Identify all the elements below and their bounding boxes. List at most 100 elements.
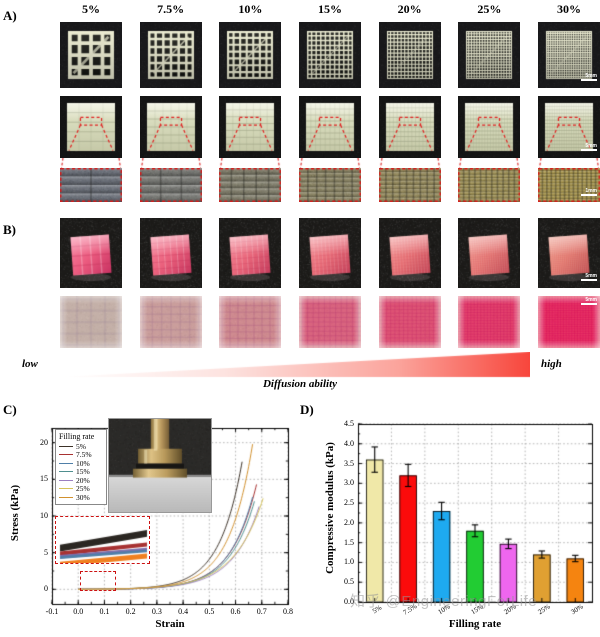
legend-item-7_5%: 7.5% — [59, 450, 103, 460]
strand-magnified-30% — [538, 168, 600, 202]
legend-label-25%: 25% — [76, 484, 90, 494]
panel-d-ytick-0: 0.0 — [344, 597, 354, 606]
scaffold-side-view-10% — [219, 96, 282, 158]
scalebar-label: 1mm — [585, 188, 597, 194]
scaffold-side-view-7_5% — [139, 96, 202, 158]
panel-d-ytick-5: 2.5 — [344, 498, 354, 508]
scaffold-side-view-25% — [458, 96, 521, 158]
panel-c-xtick-1: 0.0 — [73, 607, 84, 616]
scaffold-side-view-15% — [299, 96, 361, 158]
panel-c-xtick-0: -0.1 — [45, 607, 59, 616]
hydrogel-cube-10% — [219, 218, 282, 288]
panel-d-ytick-7: 3.5 — [344, 458, 354, 468]
panel-d-ytick-8: 4.0 — [344, 438, 354, 448]
panel-c-xtick-5: 0.4 — [178, 607, 189, 616]
strand-magnified-7_5% — [139, 168, 202, 202]
scalebar-label: 5mm — [585, 273, 597, 279]
scalebar-line — [581, 79, 597, 81]
scalebar-panel-a-row1: 5mm — [578, 74, 597, 629]
panel-d-ytick-6: 3.0 — [344, 478, 354, 488]
scalebar-panel-b-row2: 5mm — [578, 298, 597, 629]
scalebar-panel-a-row2: 5mm — [578, 144, 597, 629]
panel-c-ytick-1: 5 — [44, 547, 48, 557]
scalebar-panel-b-row1: 5mm — [578, 274, 597, 629]
scaffold-top-view-10% — [219, 22, 282, 88]
column-label-10%: 10% — [238, 2, 263, 16]
column-label-15%: 15% — [318, 2, 342, 16]
filling-rate-legend: Filling rate 5% 7.5% 10% 15% 20% 25% 30% — [55, 429, 107, 505]
scaffold-side-view-5% — [60, 96, 122, 158]
dye-diffusion-25% — [458, 296, 521, 348]
strand-magnified-5% — [60, 168, 122, 202]
legend-title: Filling rate — [59, 432, 95, 441]
legend-label-15%: 15% — [76, 467, 90, 477]
column-label-5%: 5% — [82, 2, 100, 16]
dye-diffusion-7_5% — [139, 296, 202, 348]
panel-c-y-axis-title: Stress (kPa) — [9, 484, 21, 542]
panel-c-xtick-2: 0.1 — [99, 607, 110, 616]
panel-d-x-axis-title: Filling rate — [448, 618, 502, 630]
scalebar-line — [581, 279, 597, 281]
legend-label-20%: 20% — [76, 475, 90, 485]
scalebar-panel-a-row3: 1mm — [578, 189, 597, 629]
panel-c-xtick-8: 0.7 — [256, 607, 267, 616]
column-label-30%: 30% — [557, 2, 581, 16]
panel-d-ytick-9: 4.5 — [344, 419, 354, 428]
legend-label-7_5%: 7.5% — [76, 450, 92, 460]
scaffold-top-view-15% — [299, 22, 361, 88]
dye-diffusion-20% — [378, 296, 441, 348]
legend-swatch-10% — [59, 462, 73, 464]
panel-c-ytick-4: 20 — [40, 437, 48, 447]
legend-item-15%: 15% — [59, 467, 103, 477]
scalebar-line — [581, 194, 597, 196]
scalebar-label: 5mm — [585, 73, 597, 79]
callout-connector-20% — [378, 158, 441, 168]
panel-c-xtick-9: 0.8 — [283, 607, 293, 616]
hydrogel-cube-20% — [378, 218, 441, 288]
callout-connector-15% — [299, 158, 361, 168]
panel-c-x-axis-title: Strain — [155, 618, 185, 630]
scaffold-top-view-25% — [458, 22, 521, 88]
callout-connector-5% — [60, 158, 122, 168]
legend-swatch-25% — [59, 488, 73, 490]
scalebar-line — [581, 149, 597, 151]
strand-magnified-25% — [458, 168, 521, 202]
watermark: 知乎 @EngineeringForLife — [350, 593, 538, 610]
hydrogel-cube-15% — [299, 218, 361, 288]
legend-swatch-20% — [59, 479, 73, 481]
scaffold-side-view-30% — [538, 96, 600, 158]
legend-swatch-5% — [59, 445, 73, 447]
column-label-25%: 25% — [477, 2, 502, 16]
scalebar-label: 5mm — [585, 297, 597, 303]
panel-c-ytick-3: 15 — [40, 474, 48, 484]
compression-test-inset-photo — [108, 418, 212, 513]
panel-a-letter: A) — [3, 8, 17, 23]
stress-strain-zoom-inset — [55, 516, 150, 564]
legend-swatch-7_5% — [59, 454, 73, 456]
diffusion-gradient-bar — [60, 352, 530, 378]
panel-c-xtick-7: 0.6 — [230, 607, 241, 616]
legend-label-30%: 30% — [76, 492, 90, 502]
callout-connector-7_5% — [139, 158, 202, 168]
scalebar-label: 5mm — [585, 143, 597, 149]
scaffold-top-view-30% — [538, 22, 600, 88]
diffusion-ability-caption: Diffusion ability — [262, 378, 338, 390]
legend-label-5%: 5% — [76, 441, 86, 451]
callout-connector-30% — [538, 158, 600, 168]
column-label-20%: 20% — [397, 2, 422, 16]
gradient-low-label: low — [22, 358, 38, 370]
callout-connector-10% — [219, 158, 282, 168]
scalebar-line — [581, 303, 597, 305]
legend-swatch-30% — [59, 496, 73, 498]
panel-d-ytick-3: 1.5 — [344, 537, 354, 547]
scaffold-top-view-7_5% — [139, 22, 202, 88]
scaffold-top-view-5% — [60, 22, 122, 88]
panel-c-xtick-6: 0.5 — [204, 607, 215, 616]
stress-strain-chart: Filling rate 5% 7.5% 10% 15% 20% 25% 30% Strai… — [0, 412, 295, 632]
column-label-7_5%: 7.5% — [157, 2, 185, 16]
panel-d-ytick-2: 1.0 — [344, 557, 354, 567]
legend-item-25%: 25% — [59, 484, 103, 494]
panel-d-ytick-4: 2.0 — [344, 517, 354, 527]
scaffold-side-view-20% — [378, 96, 441, 158]
